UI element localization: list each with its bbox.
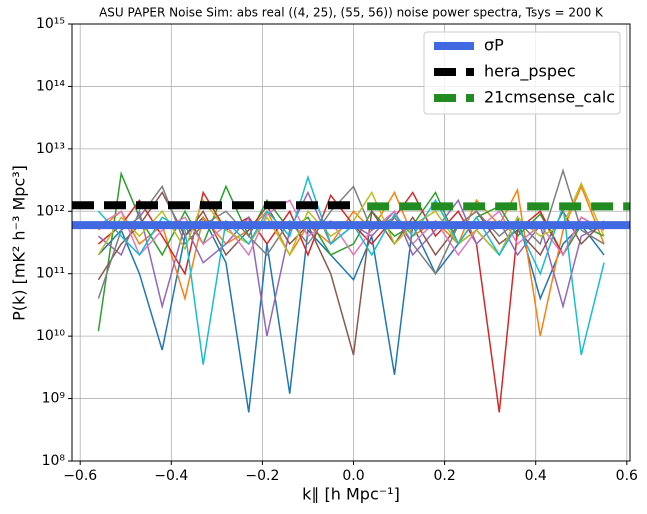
x-tick-label: 0.2 <box>433 468 455 484</box>
series-line <box>98 199 605 257</box>
y-tick-label: 10⁸ <box>42 453 66 469</box>
y-tick-label: 10⁹ <box>42 391 66 407</box>
series-line <box>97 181 605 257</box>
series-line <box>97 167 605 299</box>
legend-label: σP <box>484 36 504 55</box>
x-tick-label: 0.0 <box>342 468 364 484</box>
x-tick-label: −0.2 <box>245 468 279 484</box>
x-tick-label: 0.4 <box>525 468 547 484</box>
y-tick-label: 10¹¹ <box>36 266 65 282</box>
y-tick-label: 10¹⁵ <box>36 16 65 32</box>
legend-box <box>423 31 621 115</box>
x-tick-label: 0.6 <box>616 468 638 484</box>
chart-title: ASU PAPER Noise Sim: abs real ((4, 25), … <box>99 6 604 20</box>
y-axis-label: P(k) [mK² h⁻³ Mpc³] <box>10 165 29 321</box>
series-line <box>97 191 605 356</box>
x-axis-label: k∥ [h Mpc⁻¹] <box>302 485 400 504</box>
y-tick-label: 10¹² <box>36 203 65 219</box>
plot-frame <box>71 23 631 462</box>
y-tick-label: 10¹⁴ <box>36 78 65 94</box>
y-tick-label: 10¹³ <box>36 141 65 157</box>
series-line <box>97 184 605 337</box>
legend-label: 21cmsense_calc <box>484 88 615 108</box>
x-tick-label: −0.6 <box>63 468 97 484</box>
legend-label: hera_pspec <box>484 62 576 82</box>
x-tick-label: −0.4 <box>154 468 188 484</box>
y-tick-label: 10¹⁰ <box>36 328 65 344</box>
